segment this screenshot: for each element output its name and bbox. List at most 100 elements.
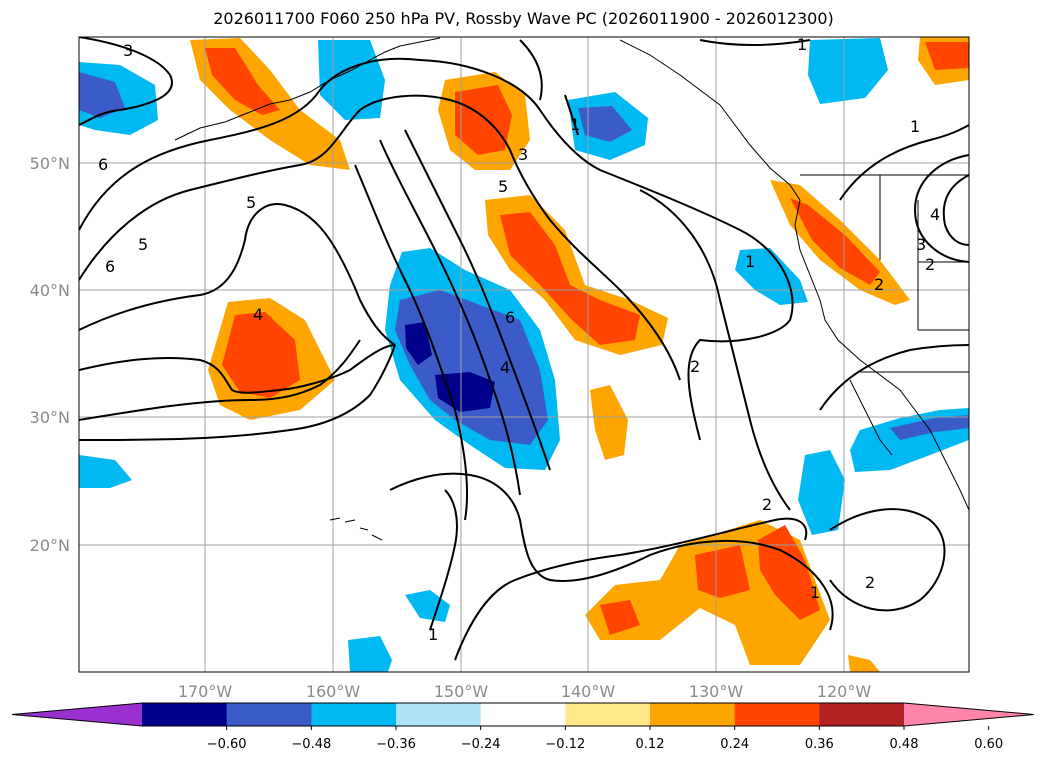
coastlines [174,37,969,541]
lat-label: 30°N [30,408,70,427]
contour-9 [379,139,521,496]
colorbar-extend-low [12,703,142,726]
colorbar-segment [819,703,905,726]
contour-14 [639,189,791,511]
anomaly-pos-small [590,385,628,460]
colorbar-segment [142,703,228,726]
colorbar-tick-label: −0.36 [376,737,416,752]
colorbar-extend-high [904,703,1034,726]
colorbar-tick-label: 0.24 [720,737,749,752]
colorbar-tick-label: −0.24 [461,737,501,752]
contour-label: 2 [874,275,884,294]
contour-label: 3 [518,145,528,164]
colorbar-outline [11,702,1035,727]
contour-19 [942,174,969,246]
contour-label: 2 [865,573,875,592]
lat-label: 20°N [30,536,70,555]
contour-label: 1 [910,117,920,136]
colorbar-segment [311,703,397,726]
colorbar-segment [565,703,651,726]
lat-label: 50°N [30,154,70,173]
border-states [879,175,969,331]
contour-16 [819,344,969,411]
colorbar-tick-label: −0.60 [207,737,247,752]
contour-label: 6 [505,308,515,327]
contour-1 [79,37,173,126]
contour-22 [699,39,811,46]
lon-label: 170°W [178,682,233,701]
colorbar-tick-label: −0.12 [545,737,585,752]
contour-label: 1 [570,115,580,134]
colorbar-segment [396,703,482,726]
contour-8 [404,129,551,471]
contour-label: 2 [690,357,700,376]
colorbar-tick-label: 0.36 [805,737,834,752]
colorbar-tick-label: 0.60 [974,737,1003,752]
contour-5 [79,344,396,394]
coastline-hawaii [329,517,383,541]
colorbar-tick-label: 0.48 [890,737,919,752]
map-title: 2026011700 F060 250 hPa PV, Rossby Wave … [213,9,834,28]
contour-13 [454,517,808,661]
coastline-baja [849,379,893,456]
contour-label: 2 [925,255,935,274]
contour-21 [519,39,543,101]
coastline-alaska [399,37,441,47]
lon-labels: 170°W 160°W 150°W 140°W 130°W 120°W [178,682,872,701]
anomaly-neg-small-b [348,636,392,672]
colorbar: −0.60 −0.48 −0.36 −0.24 −0.12 0.12 0.24 0.36 0.4… [11,702,1035,752]
lat-lon-grid [79,37,969,672]
contour-17 [839,124,969,201]
anomaly-neg-ne [808,38,888,104]
contour-12 [429,489,458,631]
lon-label: 140°W [561,682,616,701]
pv-contours [79,37,969,661]
colorbar-segment [480,703,566,726]
contour-label: 4 [930,205,940,224]
contour-label: 6 [105,257,115,276]
contour-label: 3 [123,41,133,60]
contour-label: 1 [810,583,820,602]
contour-3 [79,94,681,381]
colorbar-tick-label: −0.48 [291,737,331,752]
contour-4 [79,203,396,346]
anomaly-neg-coast [735,248,808,305]
colorbar-tick-label: 0.12 [636,737,665,752]
contour-label: 4 [500,358,510,377]
negative-anomalies [79,38,969,672]
contour-label: 5 [138,235,148,254]
anomaly-neg-west [79,455,132,488]
contour-label: 5 [498,177,508,196]
contour-18 [913,154,969,263]
lon-label: 130°W [689,682,744,701]
coastline-aleutian [174,45,401,141]
lon-label: 120°W [817,682,872,701]
contour-15 [829,508,946,612]
map-layers[interactable]: 3 6 5 6 5 4 3 5 6 4 1 1 1 2 3 4 2 1 2 2 … [79,35,969,672]
lat-labels: 50°N 40°N 30°N 20°N [30,154,70,555]
contour-label: 1 [428,625,438,644]
contour-2 [79,57,794,441]
colorbar-segment [734,703,820,726]
lat-label: 40°N [30,281,70,300]
contour-label: 1 [745,252,755,271]
anomaly-neg-southeast [798,450,845,535]
contour-label: 5 [246,193,256,212]
contour-label: 4 [253,305,263,324]
contour-10 [354,164,468,521]
contour-20 [564,94,579,136]
contour-label: 1 [797,35,807,54]
contour-11 [389,472,834,631]
anomaly-neg-north [318,40,385,120]
coastline-west-coast [794,199,969,511]
lon-label: 160°W [306,682,361,701]
lon-label: 150°W [434,682,489,701]
colorbar-segment [226,703,312,726]
plot-frame [78,36,970,673]
positive-anomalies [190,37,969,672]
coastline-bc [619,39,801,201]
anomaly-neg-small-a [405,590,450,622]
contour-label: 6 [98,155,108,174]
contour-6 [79,339,361,421]
